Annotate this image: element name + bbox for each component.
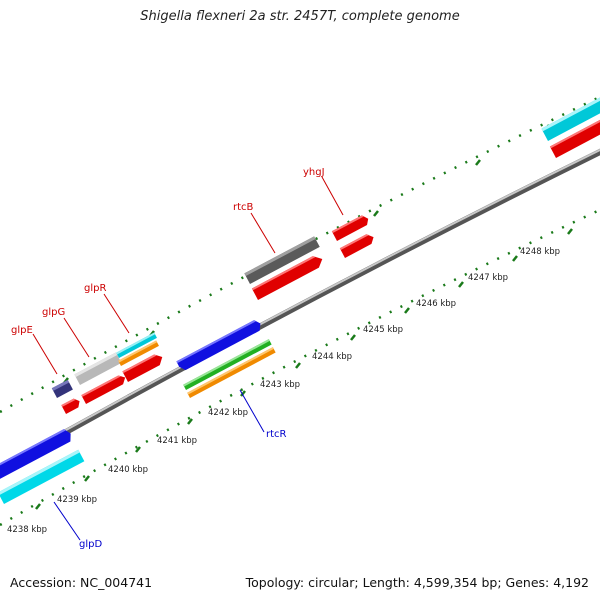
upper-tick-row <box>0 95 600 414</box>
gene-feature-right-region[interactable] <box>541 95 600 141</box>
gene-label-glpE[interactable]: glpE <box>11 325 33 336</box>
gene-labels: glpE glpG glpR rtcB yhgJ rtcR glpD <box>11 167 325 550</box>
genome-stats-text: Topology: circular; Length: 4,599,354 bp… <box>245 575 589 590</box>
gene-feature-rtcB[interactable] <box>244 236 320 284</box>
gene-feature-rtcR-region[interactable] <box>183 339 272 390</box>
tick-label: 4248 kbp <box>520 247 560 257</box>
gene-features <box>0 95 600 504</box>
gene-label-glpD[interactable]: glpD <box>79 539 102 550</box>
gene-feature-yhgJ-cds[interactable] <box>331 213 371 241</box>
genome-title: Shigella flexneri 2a str. 2457T, complet… <box>140 9 460 24</box>
gene-label-rtcR[interactable]: rtcR <box>266 429 287 440</box>
tick-label: 4239 kbp <box>57 495 97 505</box>
gene-feature-glpG[interactable] <box>74 352 122 385</box>
gene-feature-glpD-cds[interactable] <box>0 427 74 480</box>
tick-label: 4242 kbp <box>208 408 248 418</box>
gene-feature-glpR-region[interactable] <box>116 332 157 358</box>
gene-feature-rtcB-cds[interactable] <box>251 253 325 300</box>
tick-label: 4247 kbp <box>468 273 508 283</box>
gene-feature-glpG-cds[interactable] <box>81 373 127 404</box>
gene-feature-right-cds[interactable] <box>549 116 600 158</box>
gene-label-yhgJ[interactable]: yhgJ <box>303 167 325 178</box>
gene-feature-rtcR-misc[interactable] <box>187 347 276 398</box>
gene-feature-glpE[interactable] <box>51 379 73 398</box>
tick-label: 4244 kbp <box>312 352 352 362</box>
genome-backbone-highlight <box>0 148 600 469</box>
gene-label-glpG[interactable]: glpG <box>42 307 65 318</box>
gene-feature-rtcR-cds[interactable] <box>176 318 263 372</box>
tick-label: 4243 kbp <box>260 380 300 390</box>
major-tick-marks <box>35 124 573 510</box>
gene-feature-glpE-cds[interactable] <box>61 397 82 414</box>
gene-label-rtcB[interactable]: rtcB <box>233 202 254 213</box>
gene-label-glpR[interactable]: glpR <box>84 283 106 294</box>
genome-backbone <box>0 148 600 473</box>
label-leader-lines <box>32 176 344 541</box>
gene-feature-glpR-misc[interactable] <box>118 340 159 366</box>
tick-label: 4238 kbp <box>7 525 47 535</box>
gene-feature-glpR-cds[interactable] <box>122 352 165 382</box>
gene-feature-glpD-region[interactable] <box>0 449 85 504</box>
tick-label: 4240 kbp <box>108 465 148 475</box>
tick-label: 4245 kbp <box>363 325 403 335</box>
accession-text: Accession: NC_004741 <box>10 575 153 590</box>
gene-feature-yhgJ-cds-2[interactable] <box>339 232 376 258</box>
tick-labels: 4238 kbp 4239 kbp 4240 kbp 4241 kbp 4242… <box>7 247 560 535</box>
tick-label: 4241 kbp <box>157 436 197 446</box>
tick-label: 4246 kbp <box>416 299 456 309</box>
